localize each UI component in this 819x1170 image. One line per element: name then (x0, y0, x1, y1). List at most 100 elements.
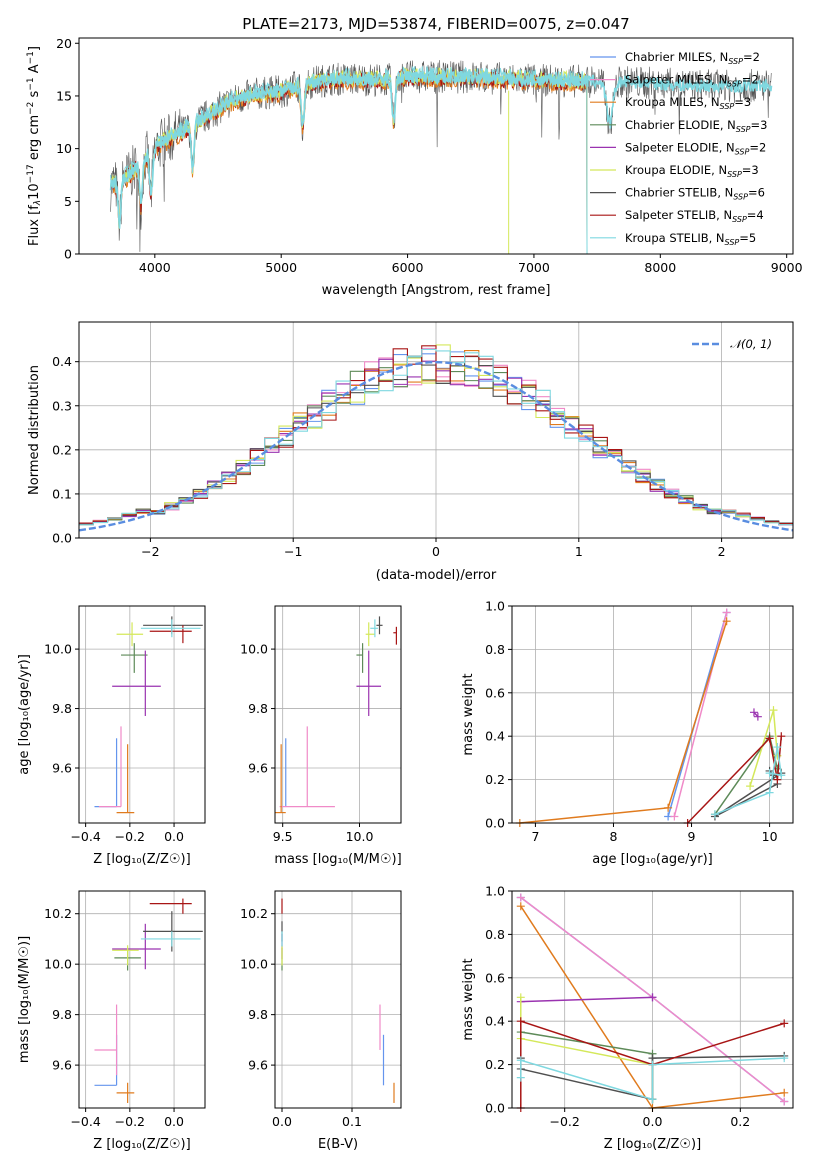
x-tick-label: 10.0 (346, 829, 374, 844)
series-marker (722, 617, 731, 626)
x-tick-label: 1 (575, 544, 583, 559)
y-tick-label: 0.6 (485, 970, 505, 985)
y-tick-label: 10.0 (240, 642, 268, 657)
series-marker (648, 1095, 657, 1104)
series-marker (670, 812, 679, 821)
x-tick-label: 6000 (392, 260, 424, 275)
series-line (714, 746, 783, 816)
y-tick-label: 15 (56, 88, 72, 103)
x-tick-label: 0.0 (164, 1114, 184, 1129)
x-tick-label: 0.0 (643, 1114, 663, 1129)
x-tick-label: −2 (141, 544, 159, 559)
series-marker (516, 1017, 525, 1026)
y-tick-label: 0.4 (485, 1014, 505, 1029)
series-marker (777, 732, 786, 741)
model-spectrum-line (110, 68, 588, 254)
series-marker (664, 803, 673, 812)
y-tick-label: 9.6 (52, 1058, 72, 1073)
x-axis-label: Z [log₁₀(Z/Z☉)] (93, 1137, 190, 1152)
y-tick-label: 0.2 (52, 442, 72, 457)
y-tick-label: 0.4 (485, 729, 505, 744)
y-tick-label: 0.8 (485, 927, 505, 942)
y-tick-label: 0.8 (485, 642, 505, 657)
x-tick-label: 4000 (139, 260, 171, 275)
age-vs-Z-panel: −0.4 −0.2 0.0 9.6 9.8 10.0 Z [log₁₀(Z/Z☉)] age … (17, 605, 206, 867)
y-tick-label: 10 (56, 141, 72, 156)
y-axis-label: age [log₁₀(age/yr)] (17, 654, 32, 775)
residuals-xlabel: (data-model)/error (376, 568, 497, 583)
y-tick-label: 0.0 (485, 816, 505, 831)
x-tick-label: 0 (432, 544, 440, 559)
legend-label: Chabrier ELODIE, NSSP=3 (625, 118, 767, 134)
x-tick-label: 8000 (644, 260, 676, 275)
spectrum-xlabel: wavelength [Angstrom, rest frame] (322, 283, 551, 298)
y-tick-label: 9.6 (248, 761, 268, 776)
x-tick-label: 2 (718, 544, 726, 559)
y-axis-label: mass [log₁₀(M/M☉)] (17, 936, 32, 1063)
residuals-ticks: −2 −1 0 1 2 0.0 0.1 0.2 0.3 0.4 (52, 321, 794, 559)
x-tick-label: −1 (284, 544, 302, 559)
series-line (753, 711, 759, 718)
series-marker (780, 1097, 789, 1106)
x-tick-label: 7 (531, 829, 539, 844)
model-spectrum-line (109, 68, 773, 229)
x-axis-label: Z [log₁₀(Z/Z☉)] (93, 852, 190, 867)
y-tick-label: 0.0 (52, 531, 72, 546)
legend-label: Salpeter STELIB, NSSP=4 (625, 208, 764, 224)
histogram-series (79, 345, 793, 525)
y-tick-label: 9.8 (52, 1007, 72, 1022)
x-tick-label: 5000 (265, 260, 297, 275)
legend-label: Salpeter ELODIE, NSSP=2 (625, 140, 766, 156)
y-tick-label: 9.6 (52, 761, 72, 776)
spectrum-plot-area (109, 60, 773, 254)
legend-label: Chabrier STELIB, NSSP=6 (625, 186, 765, 202)
y-tick-label: 0.4 (52, 354, 72, 369)
series-marker (516, 993, 525, 1002)
y-tick-label: 1.0 (485, 599, 505, 614)
series-marker (516, 1073, 525, 1082)
y-tick-label: 0 (64, 247, 72, 262)
series-marker (773, 743, 782, 752)
legend-label: Kroupa MILES, NSSP=3 (625, 95, 751, 111)
y-tick-label: 10.0 (240, 957, 268, 972)
series-line (519, 620, 728, 824)
series-marker (749, 708, 758, 717)
x-tick-label: 9 (688, 829, 696, 844)
x-tick-label: 8 (609, 829, 617, 844)
x-tick-label: 9.5 (273, 829, 293, 844)
x-tick-label: −0.2 (550, 1114, 580, 1129)
series-marker (765, 734, 774, 743)
y-tick-label: 20 (56, 36, 72, 51)
y-tick-label: 9.8 (248, 701, 268, 716)
series-marker (777, 771, 786, 780)
series-marker (765, 769, 774, 778)
series-marker (710, 810, 719, 819)
x-tick-label: 0.1 (342, 1114, 362, 1129)
axes-frame (78, 37, 794, 255)
residuals-ylabel: Normed distribution (27, 365, 42, 495)
series-marker (773, 775, 782, 784)
y-tick-label: 9.8 (52, 701, 72, 716)
series-marker (765, 788, 774, 797)
y-tick-label: 0.2 (485, 1057, 505, 1072)
residuals-plot-area (78, 322, 794, 539)
x-axis-label: E(B-V) (318, 1137, 358, 1152)
series-marker (516, 902, 525, 911)
spectrum-legend: Chabrier MILES, NSSP=2 Salpeter MILES, NS… (590, 50, 767, 247)
residuals-panel: −2 −1 0 1 2 0.0 0.1 0.2 0.3 0.4 (data-model)/erro… (27, 321, 794, 583)
series-line (520, 996, 653, 1003)
series-marker (648, 1060, 657, 1069)
legend-label: Chabrier MILES, NSSP=2 (625, 50, 760, 66)
mass-vs-ebv-panel: 0.0 0.1 9.6 9.8 10.0 10.2 E(B-V) (240, 890, 402, 1152)
weight-vs-Z-panel: −0.2 0.0 0.2 0.0 0.2 0.4 0.6 0.8 1.0 Z [log₁₀(Z/Z… (461, 884, 794, 1152)
y-tick-label: 0.1 (52, 486, 72, 501)
normal-curve (78, 360, 794, 532)
legend-label: Kroupa ELODIE, NSSP=3 (625, 163, 759, 179)
y-tick-label: 0.6 (485, 685, 505, 700)
spectrum-ylabel: Flux [fλ10−17 erg cm−2 s−1 A−1] (26, 46, 43, 246)
axes-frame (274, 605, 402, 824)
axes-frame (78, 890, 206, 1109)
y-tick-label: 5 (64, 194, 72, 209)
y-tick-label: 9.6 (248, 1058, 268, 1073)
